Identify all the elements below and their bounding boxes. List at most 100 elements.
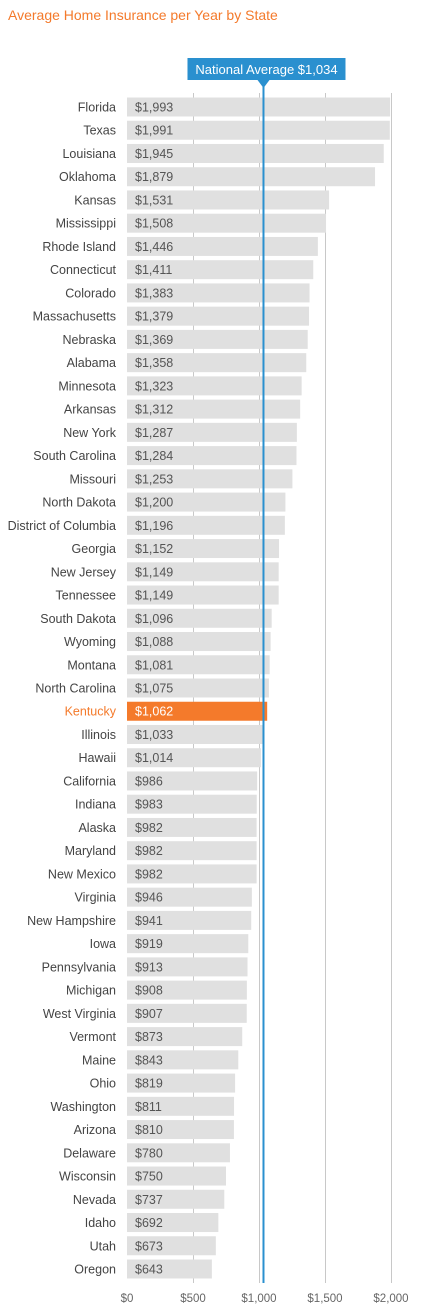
category-label: West Virginia [43, 1007, 116, 1021]
category-label: Maine [82, 1053, 116, 1067]
category-label: New York [63, 426, 117, 440]
category-label: Indiana [75, 798, 116, 812]
bar [127, 910, 252, 930]
category-label: Kansas [74, 193, 116, 207]
bar [127, 167, 376, 187]
value-label: $1,253 [135, 472, 173, 486]
x-tick-label: $1,000 [241, 1293, 276, 1305]
category-label: Tennessee [56, 589, 117, 603]
category-label: South Carolina [33, 449, 116, 463]
value-label: $1,014 [135, 751, 173, 765]
category-label: Hawaii [78, 751, 116, 765]
value-label: $873 [135, 1030, 163, 1044]
bar [127, 539, 280, 559]
bar [127, 608, 272, 628]
x-tick-label: $500 [180, 1293, 206, 1305]
bar [127, 817, 257, 837]
value-label: $1,446 [135, 240, 173, 254]
bar [127, 120, 390, 140]
value-label: $1,508 [135, 217, 173, 231]
bar [127, 1096, 235, 1116]
value-label: $913 [135, 960, 163, 974]
category-label: Wisconsin [59, 1170, 116, 1184]
bar [127, 1050, 239, 1070]
value-label: $1,196 [135, 519, 173, 533]
category-label: Oklahoma [59, 170, 116, 184]
bar [127, 632, 271, 652]
category-label: Idaho [85, 1216, 116, 1230]
category-label: Rhode Island [42, 240, 116, 254]
category-label: Michigan [66, 984, 116, 998]
value-label: $1,323 [135, 379, 173, 393]
bar [127, 957, 248, 977]
bar [127, 562, 279, 582]
category-label: Washington [50, 1100, 116, 1114]
category-label: North Dakota [42, 496, 116, 510]
bar [127, 515, 285, 535]
bar [127, 190, 330, 210]
bar [127, 1143, 230, 1163]
value-label: $1,531 [135, 193, 173, 207]
category-label: Vermont [69, 1030, 116, 1044]
bar [127, 399, 301, 419]
bar [127, 748, 261, 768]
category-label: California [63, 774, 116, 788]
bar [127, 794, 257, 814]
value-label: $780 [135, 1146, 163, 1160]
bar [127, 492, 286, 512]
bar [127, 446, 297, 466]
category-label: Massachusetts [33, 310, 116, 324]
value-label: $907 [135, 1007, 163, 1021]
value-label: $819 [135, 1077, 163, 1091]
bar [127, 1259, 212, 1279]
value-label: $1,200 [135, 496, 173, 510]
category-label: New Hampshire [27, 914, 116, 928]
category-label: District of Columbia [8, 519, 116, 533]
bar [127, 1189, 225, 1209]
value-label: $1,152 [135, 542, 173, 556]
category-label: Colorado [65, 286, 116, 300]
category-label: Louisiana [62, 147, 116, 161]
bar [127, 97, 391, 117]
value-label: $1,149 [135, 589, 173, 603]
category-label: New Mexico [48, 867, 116, 881]
value-label: $692 [135, 1216, 163, 1230]
bar [127, 887, 252, 907]
value-label: $982 [135, 844, 163, 858]
bar [127, 864, 257, 884]
category-label: Texas [83, 124, 116, 138]
category-label: Missouri [69, 472, 116, 486]
category-label: Kentucky [65, 705, 117, 719]
value-label: $986 [135, 774, 163, 788]
category-label: Oregon [74, 1263, 116, 1277]
value-label: $1,149 [135, 565, 173, 579]
bar [127, 143, 384, 163]
category-label: North Carolina [35, 682, 116, 696]
category-label: Virginia [75, 891, 117, 905]
bar [127, 1236, 216, 1256]
value-label: $982 [135, 821, 163, 835]
category-label: Ohio [90, 1077, 116, 1091]
category-label: South Dakota [40, 612, 116, 626]
value-label: $810 [135, 1123, 163, 1137]
value-label: $919 [135, 937, 163, 951]
bar [127, 236, 318, 256]
bar [127, 678, 269, 698]
x-tick-label: $2,000 [373, 1293, 408, 1305]
bar [127, 260, 314, 280]
bar [127, 376, 302, 396]
bar [127, 1003, 247, 1023]
value-label: $1,993 [135, 101, 173, 115]
category-label: Arizona [74, 1123, 116, 1137]
value-label: $982 [135, 867, 163, 881]
value-label: $983 [135, 798, 163, 812]
value-label: $1,075 [135, 682, 173, 696]
reference-label-box [187, 58, 346, 80]
bar [127, 1027, 243, 1047]
value-label: $1,991 [135, 124, 173, 138]
category-label: Mississippi [56, 217, 116, 231]
reference-pointer [257, 80, 270, 88]
value-label: $1,284 [135, 449, 173, 463]
value-label: $1,379 [135, 310, 173, 324]
